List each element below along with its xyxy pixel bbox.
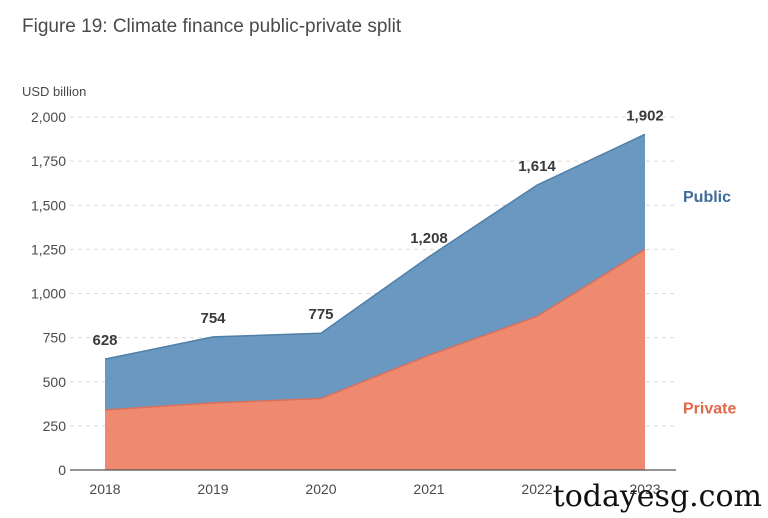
watermark: todayesg.com (552, 479, 762, 514)
total-label: 775 (308, 306, 333, 323)
total-label: 1,614 (518, 158, 556, 175)
y-tick-label: 1,250 (31, 241, 66, 257)
y-axis-label: USD billion (22, 84, 86, 99)
axes: 0 250 500 750 1,000 1,250 1,500 1,750 2,000 2018 2… (31, 109, 676, 497)
y-tick-label: 2,000 (31, 109, 66, 125)
x-tick-label: 2018 (89, 481, 120, 497)
total-label: 1,208 (410, 230, 448, 247)
y-tick-label: 500 (43, 374, 67, 390)
area-private (105, 249, 645, 470)
y-tick-label: 250 (43, 418, 67, 434)
y-tick-label: 0 (58, 462, 66, 478)
y-tick-label: 1,750 (31, 153, 66, 169)
legend-public: Public (683, 189, 731, 206)
total-label: 1,902 (626, 107, 664, 124)
x-tick-label: 2022 (521, 481, 552, 497)
legend-private: Private (683, 401, 736, 418)
y-tick-label: 1,500 (31, 197, 66, 213)
x-tick-label: 2020 (305, 481, 336, 497)
x-tick-label: 2023 (629, 481, 660, 497)
line-public (104, 133, 646, 360)
x-tick-label: 2021 (413, 481, 444, 497)
area-series (104, 133, 646, 470)
y-tick-label: 750 (43, 330, 67, 346)
data-labels: 628 754 775 1,208 1,614 1,902 Public Private (92, 107, 736, 417)
y-tick-label: 1,000 (31, 286, 66, 302)
chart-title: Figure 19: Climate finance public-privat… (22, 16, 402, 37)
total-label: 628 (92, 332, 117, 349)
x-tick-label: 2019 (197, 481, 228, 497)
total-label: 754 (200, 310, 226, 327)
line-private (104, 248, 646, 411)
